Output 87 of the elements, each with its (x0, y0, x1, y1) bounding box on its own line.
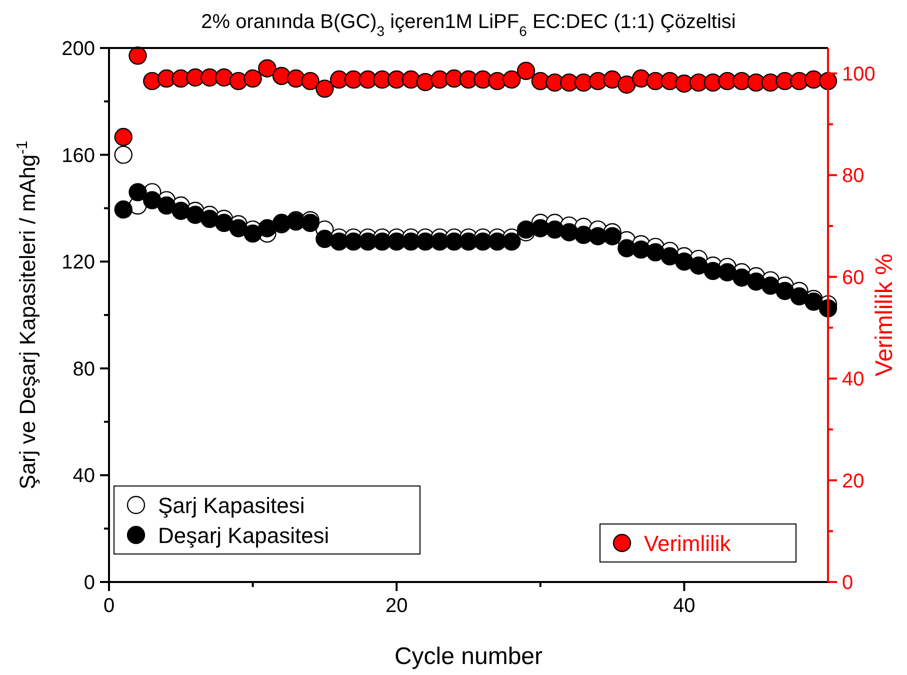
y2-axis-title: Verimlilik % (871, 254, 898, 376)
point (316, 230, 334, 248)
point (761, 73, 780, 92)
y-tick-label: 160 (62, 144, 95, 167)
point (660, 72, 679, 90)
point (301, 72, 320, 90)
point (689, 256, 708, 275)
point (114, 128, 132, 146)
x-axis-title: Cycle number (394, 643, 543, 670)
x-tick-label: 40 (673, 595, 696, 617)
point (128, 183, 147, 202)
point (618, 76, 636, 94)
point (416, 72, 434, 92)
point (128, 46, 147, 65)
point (157, 196, 176, 215)
point (316, 80, 334, 98)
legend-label: Şarj Kapasitesi (158, 493, 305, 518)
point (574, 73, 593, 92)
point (502, 232, 521, 251)
point (186, 206, 204, 224)
y2-tick-label: 80 (842, 165, 864, 188)
point (790, 72, 808, 90)
y2-tick-label: 100 (842, 63, 876, 86)
point (675, 74, 694, 93)
chart-title: 2% oranında B(GC)$_{3}$ içeren1M LiPF$_{6}$ EC:DEC (1:1) Çözeltisi (201, 11, 736, 39)
x-tick-label: 20 (385, 595, 408, 617)
point (588, 72, 608, 90)
point (747, 272, 766, 291)
point (632, 69, 650, 88)
point (790, 287, 808, 306)
point (603, 70, 622, 89)
point (258, 59, 276, 78)
point (560, 223, 578, 242)
y-tick-label: 120 (62, 252, 95, 274)
y2-tick-label: 60 (842, 266, 864, 289)
point (718, 263, 736, 282)
point (516, 62, 536, 80)
point (114, 200, 132, 219)
y2-tick-label: 40 (842, 368, 864, 391)
y2-tick-label: 0 (842, 572, 854, 594)
point (776, 282, 794, 300)
point (675, 252, 694, 271)
point (761, 276, 780, 295)
point (143, 72, 162, 90)
point (531, 72, 550, 90)
x-tick-label: 0 (103, 595, 115, 617)
y-tick-label: 40 (72, 465, 95, 488)
point (603, 227, 622, 246)
point (704, 73, 722, 92)
point (531, 219, 550, 238)
point (646, 243, 665, 262)
point (546, 220, 564, 239)
point (660, 247, 679, 266)
point (502, 70, 521, 89)
point (157, 69, 176, 88)
point (344, 70, 363, 89)
point (732, 268, 751, 287)
point (804, 292, 823, 311)
y2-tick-label: 20 (842, 470, 864, 492)
point (244, 69, 262, 88)
point (286, 69, 306, 88)
y-tick-label: 0 (84, 572, 95, 594)
point (114, 146, 132, 164)
point (229, 219, 248, 238)
point (459, 70, 478, 89)
point (430, 70, 449, 89)
point (143, 191, 162, 210)
point (732, 72, 751, 90)
point (804, 70, 823, 89)
point (516, 220, 536, 239)
point (618, 239, 636, 258)
y-tick-label: 80 (72, 358, 95, 380)
legend-label: Verimlilik (644, 531, 732, 556)
point (373, 232, 392, 251)
point (574, 226, 593, 244)
point (402, 70, 420, 89)
point (200, 210, 219, 228)
point (214, 68, 234, 87)
point (258, 219, 276, 238)
y-tick-label: 200 (62, 38, 95, 60)
legend-label: Deşarj Kapasitesi (158, 523, 330, 548)
point (229, 72, 248, 90)
point (214, 214, 234, 232)
point (632, 240, 650, 259)
point (244, 224, 262, 243)
point (272, 66, 291, 86)
point (172, 202, 190, 220)
